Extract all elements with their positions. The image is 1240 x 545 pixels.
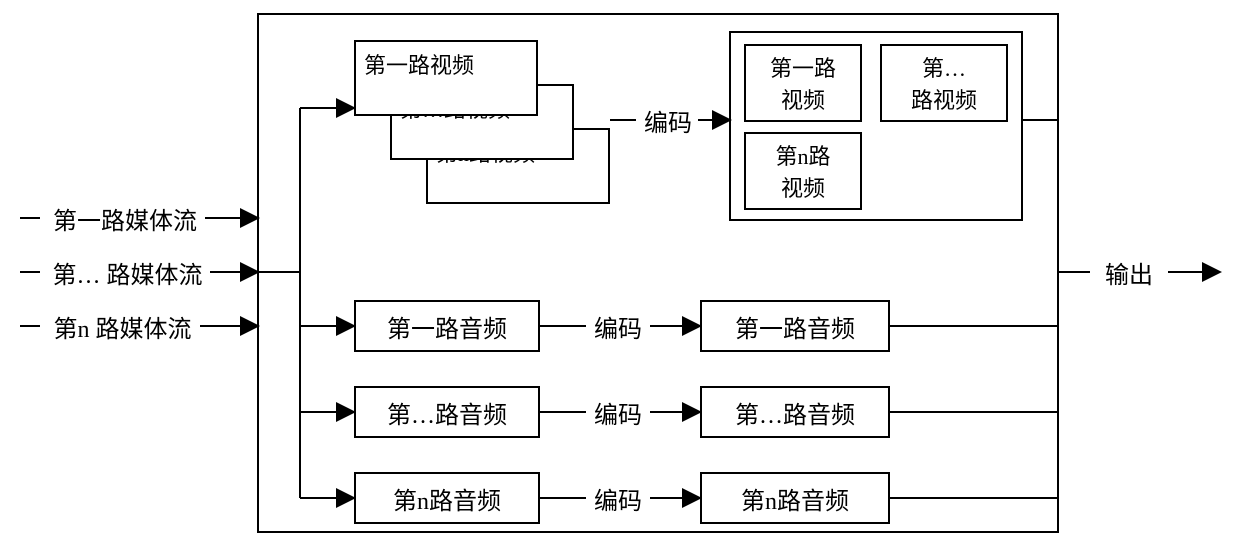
diagram-canvas: 第一路媒体流 第… 路媒体流 第n 路媒体流 第n路视频 第…路视频 第一路视频… bbox=[0, 0, 1240, 545]
audio-right-3: 第n路音频 bbox=[700, 472, 890, 524]
video-stack-1: 第一路视频 bbox=[354, 40, 538, 116]
audio-left-3: 第n路音频 bbox=[354, 472, 540, 524]
video-encode-label: 编码 bbox=[636, 106, 700, 134]
audio-enc-1: 编码 bbox=[586, 312, 650, 340]
audio-right-2: 第…路音频 bbox=[700, 386, 890, 438]
audio-enc-2: 编码 bbox=[586, 398, 650, 426]
audio-right-1: 第一路音频 bbox=[700, 300, 890, 352]
audio-left-1: 第一路音频 bbox=[354, 300, 540, 352]
audio-left-2: 第…路音频 bbox=[354, 386, 540, 438]
video-grid-cell-1: 第一路 视频 bbox=[744, 44, 862, 122]
input-stream-1: 第一路媒体流 bbox=[40, 204, 210, 232]
audio-enc-3: 编码 bbox=[586, 484, 650, 512]
input-stream-dots: 第… 路媒体流 bbox=[40, 258, 215, 286]
output-label: 输出 bbox=[1090, 258, 1168, 286]
input-stream-n: 第n 路媒体流 bbox=[40, 312, 205, 340]
video-grid-cell-n: 第n路 视频 bbox=[744, 132, 862, 210]
video-grid-cell-dots: 第… 路视频 bbox=[880, 44, 1008, 122]
